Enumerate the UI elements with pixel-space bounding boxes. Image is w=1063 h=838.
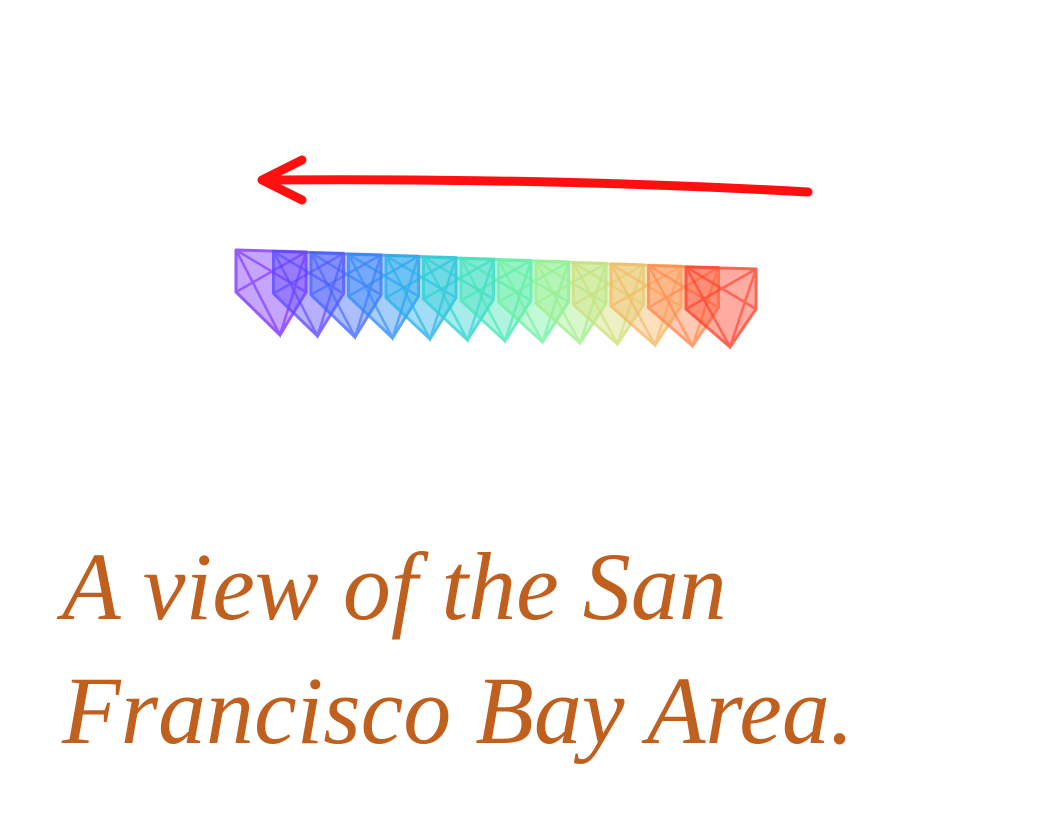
- camera-frustum-sequence: [234, 248, 758, 351]
- camera-frustum-edges: [684, 265, 758, 351]
- caption-line-1: A view of the San: [62, 533, 727, 640]
- arrow-shaft: [265, 175, 813, 197]
- camera-frustum: [347, 252, 420, 342]
- camera-frustum-edges: [647, 264, 720, 350]
- direction-arrow: [257, 155, 813, 205]
- camera-frustum: [647, 264, 720, 350]
- arrow-head: [257, 155, 307, 205]
- caption-line-2: Francisco Bay Area.: [62, 657, 854, 764]
- camera-frustum-body: [684, 265, 758, 349]
- camera-frustum-edges: [609, 263, 683, 349]
- caption: A view of the San Francisco Bay Area.: [62, 525, 1042, 773]
- camera-frustum: [684, 265, 758, 351]
